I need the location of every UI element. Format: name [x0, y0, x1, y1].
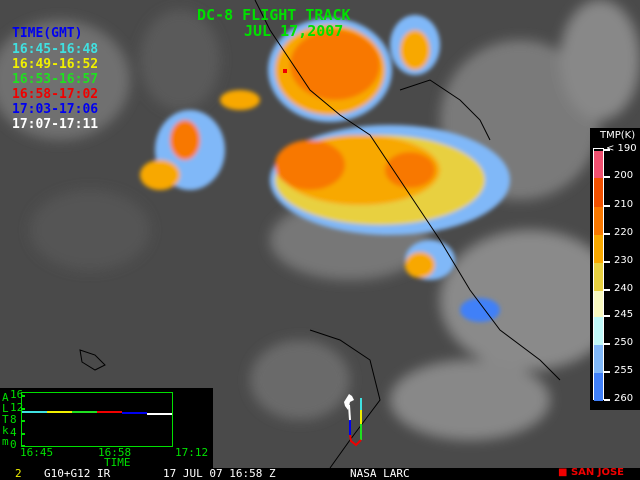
temperature-colorbar: TMP(K) < 190 200 210 220 230 240 245 250 255 260 — [590, 128, 640, 410]
altitude-xtick-label: 16:58 — [98, 446, 132, 459]
colorbar-tick — [604, 371, 610, 373]
clouds-cold-tops — [140, 15, 510, 322]
colorbar-label: 200 — [614, 170, 634, 181]
colorbar-segment — [594, 178, 603, 207]
colorbar-label: 240 — [614, 283, 634, 294]
altitude-ytick — [22, 420, 25, 422]
coastlines — [79, 0, 561, 469]
altitude-ytick-label: 4 — [10, 425, 17, 439]
altitude-axis-letter: m — [2, 435, 9, 448]
time-legend-entry: 16:49-16:52 — [12, 57, 99, 72]
time-legend-entry: 16:53-16:57 — [12, 72, 99, 87]
colorbar-label: 255 — [614, 365, 634, 376]
time-legend-entry: 17:03-17:06 — [12, 102, 99, 117]
altitude-xlabel: TIME — [104, 456, 131, 469]
datetime-label: 17 JUL 07 16:58 Z — [163, 467, 276, 480]
colorbar-tick — [604, 399, 610, 401]
colorbar-segment — [594, 151, 603, 178]
colorbar-tick — [604, 233, 610, 235]
altitude-line-segment — [97, 410, 122, 413]
altitude-ytick-label: 12 — [10, 400, 24, 414]
altitude-axis-letter: A — [2, 391, 9, 404]
aircraft-icon — [344, 394, 354, 410]
colorbar-segment — [594, 207, 603, 235]
credit-label: NASA LARC — [350, 467, 410, 480]
title-line1: DC-8 FLIGHT TRACK — [197, 6, 351, 24]
altitude-plot-area — [21, 392, 173, 447]
altitude-ytick — [22, 407, 25, 410]
altitude-line-segment — [47, 410, 72, 413]
time-legend-header: TIME(GMT) — [12, 26, 83, 41]
colorbar-tick — [604, 315, 610, 317]
frame-number: 2 — [15, 467, 22, 480]
colorbar-tick — [604, 343, 610, 345]
colorbar-segment — [594, 345, 603, 373]
altitude-axis-letter: L — [2, 402, 9, 415]
altitude-xtick-label: 17:12 — [175, 446, 209, 459]
colorbar-tick — [604, 176, 610, 178]
colorbar-label: 210 — [614, 199, 634, 210]
altitude-axis-letter: T — [2, 413, 9, 426]
time-legend-entry: 16:58-17:02 — [12, 87, 99, 102]
altitude-line-segment — [122, 411, 147, 414]
altitude-line-segment — [22, 410, 47, 413]
san-jose-label: SAN JOSE — [570, 467, 624, 478]
altitude-ytick — [22, 445, 25, 447]
status-bar: 2 G10+G12 IR 17 JUL 07 16:58 Z NASA LARC… — [0, 467, 640, 480]
altitude-ytick-label: 0 — [10, 438, 17, 451]
san-jose-marker — [283, 69, 287, 73]
colorbar-label: 220 — [614, 227, 634, 238]
colorbar-label: < 190 — [606, 143, 637, 154]
altitude-ytick — [22, 432, 25, 435]
altitude-ytick-label: 16 — [10, 388, 24, 401]
colorbar-label: 245 — [614, 309, 634, 320]
flight-track — [348, 398, 362, 447]
colorbar-tick — [604, 149, 610, 151]
colorbar-tick — [604, 205, 610, 207]
colorbar-title: TMP(K) — [600, 130, 636, 141]
colorbar-segment — [594, 373, 603, 401]
colorbar-label: 230 — [614, 255, 634, 266]
colorbar-label: 250 — [614, 337, 634, 348]
time-legend-entry: 16:45-16:48 — [12, 42, 99, 57]
colorbar-tick — [604, 261, 610, 263]
title-line2: JUL 17,2007 — [244, 22, 344, 40]
altitude-line-segment — [147, 412, 172, 415]
colorbar-label: 260 — [614, 393, 634, 404]
altitude-ytick-label: 8 — [10, 413, 17, 426]
san-jose-legend: ■ SAN JOSE — [558, 467, 624, 478]
colorbar-segment — [594, 263, 603, 291]
colorbar-tick — [604, 289, 610, 291]
time-legend-entry: 17:07-17:11 — [12, 117, 99, 132]
colorbar-segment — [594, 235, 603, 263]
colorbar-segment — [594, 291, 603, 317]
sensor-label: G10+G12 IR — [44, 467, 111, 480]
colorbar-segment — [594, 317, 603, 345]
altitude-line-segment — [72, 410, 97, 413]
altitude-ytick — [22, 395, 25, 397]
altitude-xtick-label: 16:45 — [20, 446, 54, 459]
altitude-axis-letter: k — [2, 424, 9, 437]
